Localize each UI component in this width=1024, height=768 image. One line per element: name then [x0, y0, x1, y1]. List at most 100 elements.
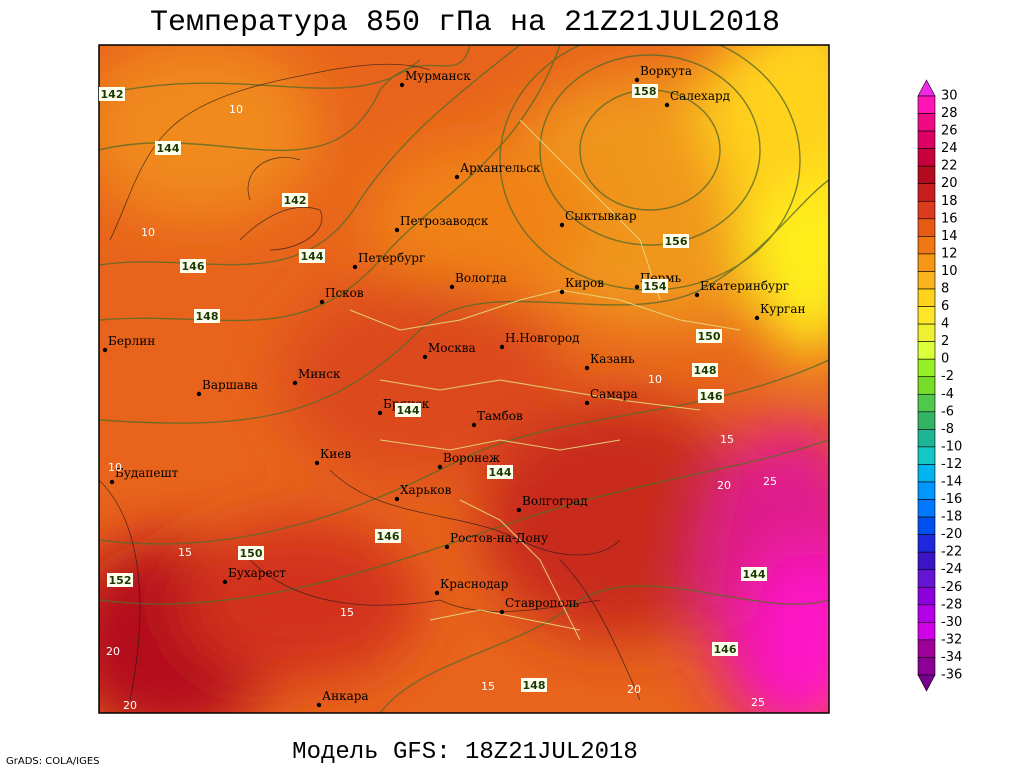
colorbar-tick-label: -20 [941, 527, 962, 542]
isotherm-label: 20 [106, 645, 120, 658]
city-dot [352, 264, 358, 270]
colorbar-tick-label: 28 [941, 106, 958, 121]
contour-label-box [299, 249, 325, 263]
geopotential-label: 144 [489, 466, 512, 479]
geopotential-label: 158 [634, 85, 657, 98]
colorbar-box [917, 499, 936, 518]
colorbar-tick-label: 14 [941, 229, 958, 244]
city-dot [109, 479, 115, 485]
city-label: Казань [590, 352, 635, 366]
colorbar-tick-label: -6 [941, 404, 954, 419]
geopotential-label: 144 [301, 250, 324, 263]
colorbar-tick-label: -2 [941, 369, 954, 384]
colorbar-tick-label: 24 [941, 141, 958, 156]
isotherm-label: 10 [648, 373, 662, 386]
city-dot [422, 354, 428, 360]
city-label: Волгоград [522, 494, 588, 508]
colorbar-box [917, 393, 936, 413]
colorbar-box [917, 586, 936, 606]
city-label: Краснодар [440, 577, 509, 591]
city-label: Сыктывкар [565, 209, 637, 223]
colorbar-box [917, 95, 936, 114]
city-dot [584, 400, 590, 406]
city-dot [319, 299, 325, 305]
isotherm-label: 20 [717, 479, 731, 492]
city-label: Анкара [322, 689, 369, 703]
geopotential-label: 142 [101, 88, 124, 101]
city-label: Петрозаводск [400, 214, 489, 228]
colorbar-box [917, 429, 936, 448]
geopotential-label: 152 [109, 574, 132, 587]
colorbar-tick-label: 6 [941, 299, 949, 314]
colorbar-box [917, 639, 936, 658]
city-dot [634, 77, 640, 83]
contour-label-box [521, 678, 547, 692]
city-label: Москва [428, 341, 476, 355]
city-dot [559, 289, 565, 295]
coastlines [99, 63, 641, 701]
contour-label-box [632, 84, 658, 98]
colorbar-tick-label: -4 [941, 387, 954, 402]
colorbar-tick-label: -24 [941, 562, 962, 577]
city-dot [196, 391, 202, 397]
contour-label-box [282, 193, 308, 207]
city-label: Ростов-на-Дону [450, 531, 548, 545]
city-label: Харьков [400, 483, 452, 497]
city-dot [499, 609, 505, 615]
city-label: Будапешт [115, 466, 179, 480]
city-dot [754, 315, 760, 321]
colorbar-arrow-bottom [917, 674, 936, 692]
colorbar-box [917, 551, 936, 571]
contour-label-box [238, 546, 264, 560]
contour-label-box [692, 363, 718, 377]
city-dot [516, 507, 522, 513]
colorbar-box [917, 253, 936, 272]
city-dot [471, 422, 477, 428]
geopotential-label: 144 [397, 404, 420, 417]
contour-label-box [663, 234, 689, 248]
colorbar-tick-label: 10 [941, 264, 958, 279]
colorbar-tick-label: -26 [941, 580, 962, 595]
contour-label-box [741, 567, 767, 581]
geopotential-label: 146 [377, 530, 400, 543]
city-label: Псков [325, 286, 364, 300]
temperature-field [99, 45, 829, 713]
geopotential-label: 154 [644, 280, 667, 293]
city-dot [437, 464, 443, 470]
city-label: Варшава [202, 378, 258, 392]
geopotential-label: 144 [743, 568, 766, 581]
geopotential-label: 142 [284, 194, 307, 207]
contour-label-box [487, 465, 513, 479]
city-dot [584, 365, 590, 371]
city-dot [377, 410, 383, 416]
city-dot [449, 284, 455, 290]
colorbar-box [917, 411, 936, 430]
contour-label-box [194, 309, 220, 323]
colorbar-tick-label: 22 [941, 159, 958, 174]
isotherm-label: 20 [627, 683, 641, 696]
city-label: Киров [565, 276, 604, 290]
contour-label-box [375, 529, 401, 543]
colorbar-box [917, 323, 936, 342]
colorbar-box [917, 200, 936, 220]
city-dot [664, 102, 670, 108]
contour-label-box [696, 329, 722, 343]
isotherm-label: 25 [751, 696, 765, 709]
colorbar-box [917, 376, 936, 395]
city-dot [444, 544, 450, 550]
colorbar-tick-label: 16 [941, 211, 958, 226]
city-label: Н.Новгород [505, 331, 580, 345]
colorbar: 302826242220181614121086420-2-4-6-8-10-1… [917, 79, 962, 692]
geopotential-label: 146 [700, 390, 723, 403]
isotherm-label: 10 [108, 461, 122, 474]
city-label: Салехард [670, 89, 730, 103]
colorbar-box [917, 569, 936, 588]
credit: GrADS: COLA/IGES [6, 756, 100, 767]
city-dot [222, 579, 228, 585]
contour-label-box [99, 87, 125, 101]
colorbar-box [917, 218, 936, 237]
city-dot [399, 82, 405, 88]
isotherm-label: 25 [763, 475, 777, 488]
colorbar-tick-label: 30 [941, 89, 958, 104]
